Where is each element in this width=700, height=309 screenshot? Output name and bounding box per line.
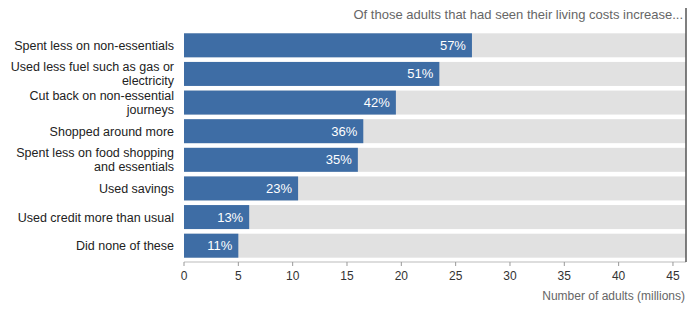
bar xyxy=(184,148,358,172)
tick-label: 0 xyxy=(181,269,188,283)
tick-label: 20 xyxy=(395,269,409,283)
bar xyxy=(184,33,472,57)
bar-track xyxy=(184,119,686,143)
tick-mark xyxy=(455,262,456,266)
share-label: 57% xyxy=(440,38,466,53)
share-label: 42% xyxy=(364,95,390,110)
category-label: Used credit more than usual xyxy=(18,211,174,225)
category-label: Cut back on non-essentialjourneys xyxy=(29,89,174,117)
chart: Of those adults that had seen their livi… xyxy=(0,0,700,309)
bar-track xyxy=(184,205,686,229)
x-axis: 0 5 10 15 20 25 30 35 40 45 Number of adults (mill… xyxy=(181,8,686,303)
category-label: Shopped around more xyxy=(50,125,174,139)
bar-track xyxy=(184,91,686,115)
bar xyxy=(184,234,238,258)
tick-label: 45 xyxy=(666,269,680,283)
category-label: Spent less on non-essentials xyxy=(14,39,174,53)
axis-label: Number of adults (millions) xyxy=(542,289,685,303)
subtitle: Of those adults that had seen their livi… xyxy=(353,7,683,22)
tick-mark xyxy=(618,262,619,266)
bar xyxy=(184,176,298,200)
tick-label: 10 xyxy=(286,269,300,283)
share-label: 35% xyxy=(326,152,352,167)
range-end-line xyxy=(685,8,687,262)
bar xyxy=(184,62,439,86)
tick-label: 40 xyxy=(612,269,626,283)
tick-label: 35 xyxy=(558,269,572,283)
axis-line xyxy=(184,262,686,263)
chart-container: Of those adults that had seen their livi… xyxy=(0,0,700,309)
share-label: 36% xyxy=(331,124,357,139)
bar xyxy=(184,119,363,143)
bar-track xyxy=(184,33,686,57)
tick-label: 30 xyxy=(503,269,517,283)
bar xyxy=(184,91,396,115)
tick-mark xyxy=(509,262,510,266)
labels: 57% Spent less on non-essentials 51% Used l… xyxy=(11,38,467,253)
bars xyxy=(184,33,472,257)
category-label: Did none of these xyxy=(76,239,174,253)
bar-track xyxy=(184,176,686,200)
bar-track xyxy=(184,234,686,258)
tick-mark xyxy=(346,262,347,266)
category-label: Used savings xyxy=(99,182,174,196)
tick-label: 15 xyxy=(340,269,354,283)
category-label: Spent less on food shoppingand essential… xyxy=(16,146,174,174)
share-label: 13% xyxy=(217,210,243,225)
category-label: Used less fuel such as gas orelectricity xyxy=(11,60,175,88)
tick-mark xyxy=(292,262,293,266)
bar-track xyxy=(184,148,686,172)
share-label: 51% xyxy=(407,66,433,81)
tick-mark xyxy=(672,262,673,266)
tick-mark xyxy=(184,262,185,266)
share-label: 23% xyxy=(266,181,292,196)
tick-mark xyxy=(564,262,565,266)
bar-track xyxy=(184,62,686,86)
share-label: 11% xyxy=(207,238,232,253)
tick-label: 25 xyxy=(449,269,463,283)
tick-label: 5 xyxy=(235,269,242,283)
tracks xyxy=(184,33,686,257)
tick-mark xyxy=(238,262,239,266)
bar xyxy=(184,205,249,229)
tick-mark xyxy=(401,262,402,266)
